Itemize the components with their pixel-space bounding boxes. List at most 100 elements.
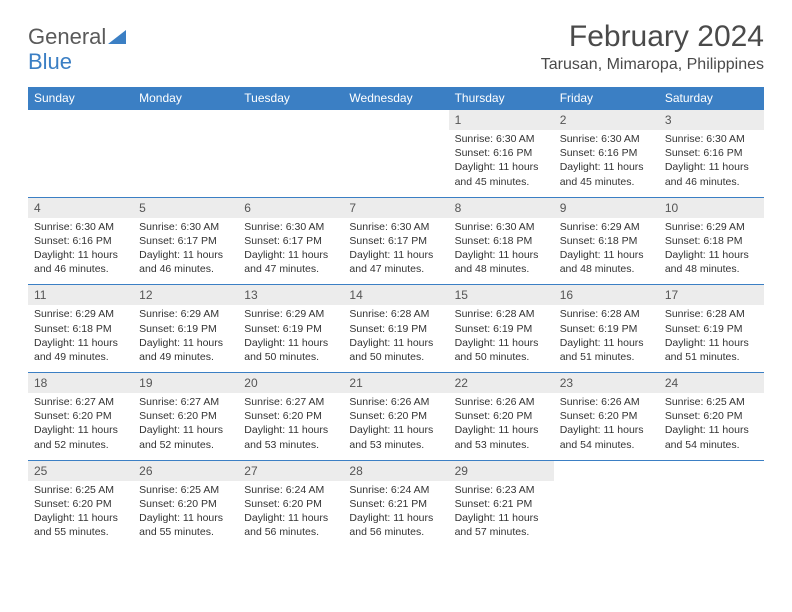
day-header: Wednesday — [343, 87, 448, 110]
sunrise-line: Sunrise: 6:24 AM — [244, 483, 337, 497]
day-header: Friday — [554, 87, 659, 110]
day-number-cell: 3 — [659, 110, 764, 131]
day-content-cell: Sunrise: 6:25 AMSunset: 6:20 PMDaylight:… — [659, 393, 764, 460]
day-number-cell: 26 — [133, 460, 238, 481]
day-number-cell: 7 — [343, 197, 448, 218]
day-number-cell: 5 — [133, 197, 238, 218]
daylight-line: Daylight: 11 hours — [139, 511, 232, 525]
sunrise-line: Sunrise: 6:27 AM — [244, 395, 337, 409]
daylight-line: Daylight: 11 hours — [244, 511, 337, 525]
day-number-cell: 6 — [238, 197, 343, 218]
sunset-line: Sunset: 6:17 PM — [349, 234, 442, 248]
daylight-line: Daylight: 11 hours — [34, 336, 127, 350]
daylight-line2: and 48 minutes. — [665, 262, 758, 276]
daylight-line2: and 50 minutes. — [455, 350, 548, 364]
sunset-line: Sunset: 6:20 PM — [34, 497, 127, 511]
daylight-line2: and 48 minutes. — [455, 262, 548, 276]
daylight-line2: and 53 minutes. — [244, 438, 337, 452]
sunrise-line: Sunrise: 6:26 AM — [349, 395, 442, 409]
day-content-cell: Sunrise: 6:30 AMSunset: 6:17 PMDaylight:… — [133, 218, 238, 285]
calendar-table: Sunday Monday Tuesday Wednesday Thursday… — [28, 87, 764, 547]
day-number-cell: 12 — [133, 285, 238, 306]
daylight-line: Daylight: 11 hours — [34, 423, 127, 437]
daylight-line: Daylight: 11 hours — [244, 423, 337, 437]
sunrise-line: Sunrise: 6:29 AM — [244, 307, 337, 321]
day-content-cell: Sunrise: 6:27 AMSunset: 6:20 PMDaylight:… — [28, 393, 133, 460]
day-number-cell: 21 — [343, 373, 448, 394]
day-number-cell — [133, 110, 238, 131]
sunrise-line: Sunrise: 6:29 AM — [665, 220, 758, 234]
day-number-cell — [554, 460, 659, 481]
day-content-row: Sunrise: 6:30 AMSunset: 6:16 PMDaylight:… — [28, 130, 764, 197]
daylight-line2: and 50 minutes. — [349, 350, 442, 364]
day-content-cell: Sunrise: 6:24 AMSunset: 6:20 PMDaylight:… — [238, 481, 343, 548]
day-content-cell: Sunrise: 6:28 AMSunset: 6:19 PMDaylight:… — [343, 305, 448, 372]
sunrise-line: Sunrise: 6:30 AM — [349, 220, 442, 234]
day-content-cell: Sunrise: 6:24 AMSunset: 6:21 PMDaylight:… — [343, 481, 448, 548]
daylight-line: Daylight: 11 hours — [349, 511, 442, 525]
location-subtitle: Tarusan, Mimaropa, Philippines — [541, 56, 764, 74]
day-content-cell: Sunrise: 6:30 AMSunset: 6:16 PMDaylight:… — [659, 130, 764, 197]
daylight-line2: and 46 minutes. — [139, 262, 232, 276]
day-content-cell: Sunrise: 6:27 AMSunset: 6:20 PMDaylight:… — [238, 393, 343, 460]
day-header: Saturday — [659, 87, 764, 110]
daylight-line: Daylight: 11 hours — [34, 511, 127, 525]
day-content-cell: Sunrise: 6:29 AMSunset: 6:18 PMDaylight:… — [28, 305, 133, 372]
day-number-cell — [343, 110, 448, 131]
daylight-line2: and 54 minutes. — [560, 438, 653, 452]
daylight-line2: and 55 minutes. — [139, 525, 232, 539]
daylight-line: Daylight: 11 hours — [455, 160, 548, 174]
calendar-page: General Blue February 2024 Tarusan, Mima… — [0, 0, 792, 567]
day-content-cell — [659, 481, 764, 548]
sunrise-line: Sunrise: 6:26 AM — [455, 395, 548, 409]
sunrise-line: Sunrise: 6:26 AM — [560, 395, 653, 409]
sunset-line: Sunset: 6:21 PM — [349, 497, 442, 511]
page-header: General Blue February 2024 Tarusan, Mima… — [28, 20, 764, 75]
day-number-cell: 18 — [28, 373, 133, 394]
day-content-cell — [133, 130, 238, 197]
daylight-line: Daylight: 11 hours — [560, 160, 653, 174]
daylight-line2: and 46 minutes. — [34, 262, 127, 276]
daylight-line: Daylight: 11 hours — [455, 423, 548, 437]
sunset-line: Sunset: 6:20 PM — [455, 409, 548, 423]
sunset-line: Sunset: 6:18 PM — [34, 322, 127, 336]
sunset-line: Sunset: 6:19 PM — [244, 322, 337, 336]
day-number-cell: 14 — [343, 285, 448, 306]
daylight-line: Daylight: 11 hours — [349, 423, 442, 437]
day-number-cell: 2 — [554, 110, 659, 131]
day-number-cell: 1 — [449, 110, 554, 131]
day-number-cell — [659, 460, 764, 481]
day-content-cell: Sunrise: 6:30 AMSunset: 6:17 PMDaylight:… — [238, 218, 343, 285]
daylight-line: Daylight: 11 hours — [665, 160, 758, 174]
daylight-line2: and 49 minutes. — [34, 350, 127, 364]
day-number-cell: 20 — [238, 373, 343, 394]
logo-text-block: General Blue — [28, 26, 126, 75]
daylight-line2: and 51 minutes. — [560, 350, 653, 364]
day-number-cell: 27 — [238, 460, 343, 481]
day-content-row: Sunrise: 6:30 AMSunset: 6:16 PMDaylight:… — [28, 218, 764, 285]
sunrise-line: Sunrise: 6:29 AM — [34, 307, 127, 321]
day-number-cell: 9 — [554, 197, 659, 218]
day-content-cell: Sunrise: 6:30 AMSunset: 6:16 PMDaylight:… — [449, 130, 554, 197]
sunrise-line: Sunrise: 6:30 AM — [455, 220, 548, 234]
day-number-cell: 4 — [28, 197, 133, 218]
title-block: February 2024 Tarusan, Mimaropa, Philipp… — [541, 20, 764, 74]
sunset-line: Sunset: 6:21 PM — [455, 497, 548, 511]
daylight-line: Daylight: 11 hours — [139, 248, 232, 262]
sunrise-line: Sunrise: 6:30 AM — [244, 220, 337, 234]
daylight-line2: and 57 minutes. — [455, 525, 548, 539]
daylight-line: Daylight: 11 hours — [560, 423, 653, 437]
daylight-line2: and 51 minutes. — [665, 350, 758, 364]
day-content-cell: Sunrise: 6:23 AMSunset: 6:21 PMDaylight:… — [449, 481, 554, 548]
day-content-cell: Sunrise: 6:28 AMSunset: 6:19 PMDaylight:… — [554, 305, 659, 372]
daylight-line: Daylight: 11 hours — [349, 336, 442, 350]
sunset-line: Sunset: 6:20 PM — [244, 497, 337, 511]
day-content-cell: Sunrise: 6:27 AMSunset: 6:20 PMDaylight:… — [133, 393, 238, 460]
sunset-line: Sunset: 6:17 PM — [244, 234, 337, 248]
sunrise-line: Sunrise: 6:25 AM — [34, 483, 127, 497]
sunset-line: Sunset: 6:16 PM — [455, 146, 548, 160]
day-content-cell: Sunrise: 6:29 AMSunset: 6:18 PMDaylight:… — [659, 218, 764, 285]
day-content-cell: Sunrise: 6:29 AMSunset: 6:18 PMDaylight:… — [554, 218, 659, 285]
sunrise-line: Sunrise: 6:25 AM — [665, 395, 758, 409]
day-header: Thursday — [449, 87, 554, 110]
